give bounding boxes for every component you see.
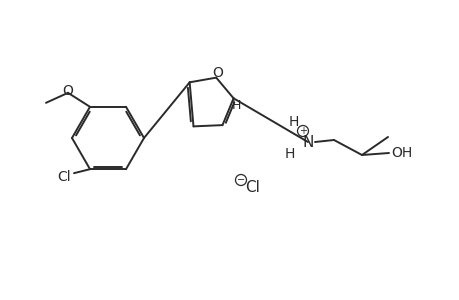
Text: Cl: Cl	[57, 170, 71, 184]
Text: OH: OH	[391, 146, 412, 160]
Text: +: +	[298, 126, 306, 136]
Text: H: H	[288, 115, 298, 129]
Text: H: H	[284, 147, 295, 161]
Text: Cl: Cl	[245, 181, 260, 196]
Text: −: −	[236, 175, 245, 185]
Text: O: O	[62, 84, 73, 98]
Text: O: O	[211, 66, 222, 80]
Text: N: N	[302, 134, 313, 149]
Text: H: H	[231, 99, 241, 112]
